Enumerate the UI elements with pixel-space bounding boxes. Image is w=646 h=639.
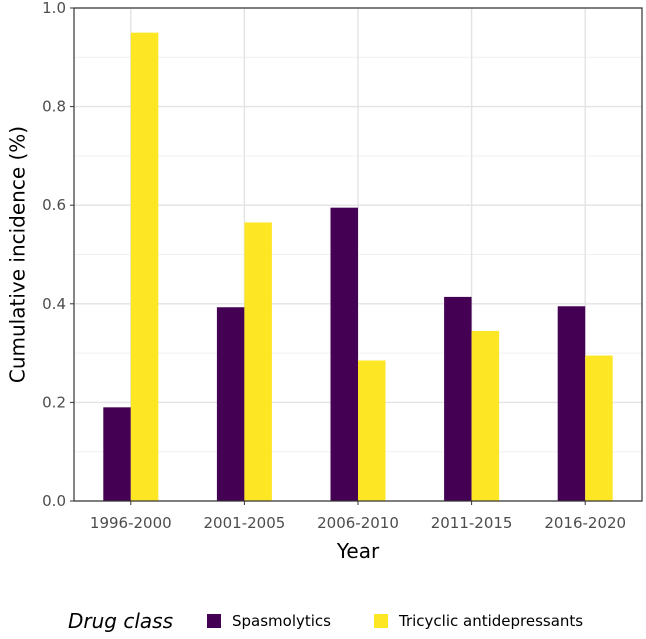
bar-tricyclic-antidepressants-2011-2015 (471, 330, 500, 501)
legend: Drug class Spasmolytics Tricyclic antide… (68, 609, 583, 633)
legend-title: Drug class (68, 609, 173, 633)
legend-label-tricyclic-antidepressants: Tricyclic antidepressants (398, 612, 583, 630)
plot-panel (73, 7, 643, 502)
bar-tricyclic-antidepressants-2001-2005 (244, 222, 272, 501)
legend-key-spasmolytics (207, 614, 221, 628)
x-tick-label: 2001-2005 (204, 514, 286, 532)
x-axis: 1996-2000 2001-2005 2006-2010 2011-2015 2016… (90, 501, 626, 532)
x-tick-label: 2011-2015 (431, 514, 513, 532)
bar-tricyclic-antidepressants-2006-2010 (358, 360, 386, 501)
y-axis: 0.0 0.2 0.4 0.6 0.8 1.0 (42, 0, 74, 510)
y-tick-label: 0.8 (42, 98, 66, 116)
y-tick-label: 0.0 (42, 492, 66, 510)
bar-tricyclic-antidepressants-1996-2000 (130, 32, 159, 502)
y-tick-label: 0.4 (42, 295, 66, 313)
bar-spasmolytics-2006-2010 (330, 207, 358, 502)
bars (103, 32, 613, 502)
bar-spasmolytics-2001-2005 (216, 307, 245, 501)
legend-label-spasmolytics: Spasmolytics (232, 612, 331, 630)
y-tick-label: 0.6 (42, 196, 66, 214)
bar-spasmolytics-1996-2000 (103, 407, 131, 501)
x-axis-title: Year (336, 539, 380, 563)
bar-spasmolytics-2011-2015 (444, 296, 472, 501)
x-tick-label: 2016-2020 (544, 514, 626, 532)
y-tick-label: 1.0 (42, 0, 66, 17)
bar-tricyclic-antidepressants-2016-2020 (585, 355, 613, 501)
bar-spasmolytics-2016-2020 (557, 306, 586, 501)
legend-key-tricyclic-antidepressants (374, 614, 388, 628)
y-tick-label: 0.2 (42, 393, 66, 411)
x-tick-label: 1996-2000 (90, 514, 172, 532)
x-tick-label: 2006-2010 (317, 514, 399, 532)
y-axis-title: Cumulative incidence (%) (6, 126, 30, 383)
